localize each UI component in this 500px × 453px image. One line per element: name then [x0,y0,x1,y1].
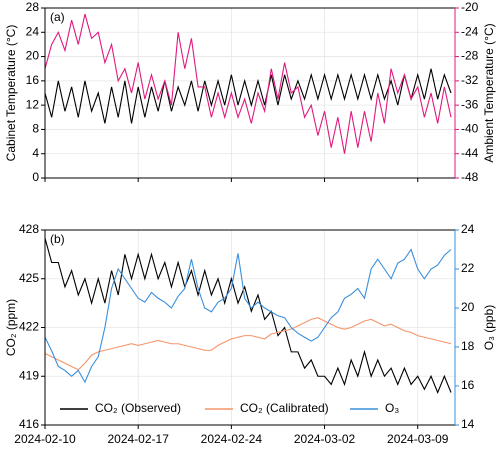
y-tick-label: 428 [19,222,39,236]
y2-axis-label: Ambient Temperature (°C) [482,23,496,162]
series-line [44,248,452,384]
y2-tick-label: 20 [461,300,475,314]
y-tick-label: 16 [26,73,40,87]
y-tick-label: 12 [26,97,40,111]
series-line [44,13,452,154]
y-axis-label: CO₂ (ppm) [4,299,18,356]
y2-tick-label: -44 [461,146,479,160]
y2-tick-label: 18 [461,339,475,353]
x-tick-label: 2024-02-24 [201,432,263,446]
y-tick-label: 8 [32,122,39,136]
legend-label: CO₂ (Calibrated) [240,401,329,415]
y2-tick-label: -40 [461,122,479,136]
plot-frame [44,7,456,179]
y2-tick-label: -24 [461,24,479,38]
y-tick-label: 4 [32,146,39,160]
y-tick-label: 419 [19,368,39,382]
y-tick-label: 422 [19,320,39,334]
y2-tick-label: -36 [461,97,479,111]
y2-tick-label: 22 [461,261,475,275]
y2-axis-label: O₃ (ppb) [482,305,496,351]
y2-tick-label: 14 [461,417,475,431]
x-tick-label: 2024-02-17 [107,432,169,446]
y2-tick-label: -28 [461,49,479,63]
y-tick-label: 20 [26,49,40,63]
y2-tick-label: -48 [461,170,479,184]
y-tick-label: 416 [19,417,39,431]
legend-label: O₃ [385,401,399,415]
panel-label: (a) [50,10,65,24]
series-line [44,68,452,124]
y-tick-label: 28 [26,0,40,14]
series-line [44,317,452,371]
y2-tick-label: 24 [461,222,475,236]
y-axis-label: Cabinet Temperature (°C) [4,25,18,162]
y-tick-label: 425 [19,271,39,285]
x-tick-label: 2024-03-02 [294,432,356,446]
series-line [44,237,452,394]
x-tick-label: 2024-03-09 [387,432,449,446]
y-tick-label: 0 [32,170,39,184]
y2-tick-label: -32 [461,73,479,87]
x-tick-label: 2024-02-10 [14,432,76,446]
legend-label: CO₂ (Observed) [95,401,181,415]
y2-tick-label: -20 [461,0,479,14]
y-tick-label: 24 [26,24,40,38]
y2-tick-label: 16 [461,378,475,392]
panel-label: (b) [50,232,65,246]
